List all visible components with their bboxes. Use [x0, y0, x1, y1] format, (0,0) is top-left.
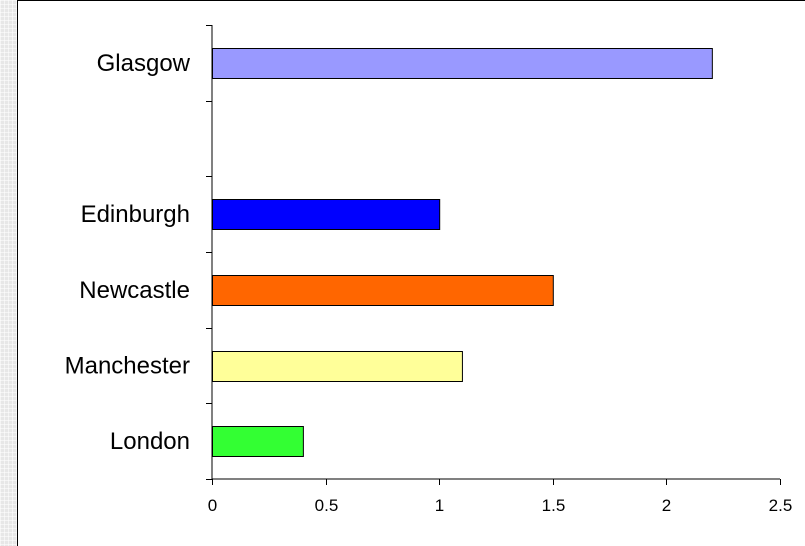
category-label-manchester: Manchester	[65, 353, 190, 380]
category-label-edinburgh: Edinburgh	[81, 201, 190, 228]
chart-frame: Glasgow Edinburgh Newcastle Manchester Londo…	[17, 0, 805, 546]
x-tick-label: 0.5	[315, 496, 339, 515]
bar-chart: Glasgow Edinburgh Newcastle Manchester Londo…	[65, 25, 793, 515]
category-label-glasgow: Glasgow	[97, 50, 191, 77]
x-tick-label: 1.5	[542, 496, 566, 515]
category-label-london: London	[110, 428, 190, 455]
x-tick-label: 2	[662, 496, 671, 515]
bar-glasgow	[212, 48, 713, 79]
x-tick-label: 0	[208, 496, 217, 515]
x-tick-label: 1	[435, 496, 444, 515]
category-label-newcastle: Newcastle	[79, 277, 190, 304]
bar-london	[212, 426, 304, 457]
bar-manchester	[212, 351, 463, 382]
bar-edinburgh	[212, 199, 441, 230]
bar-newcastle	[212, 275, 554, 306]
x-tick-label: 2.5	[769, 496, 793, 515]
